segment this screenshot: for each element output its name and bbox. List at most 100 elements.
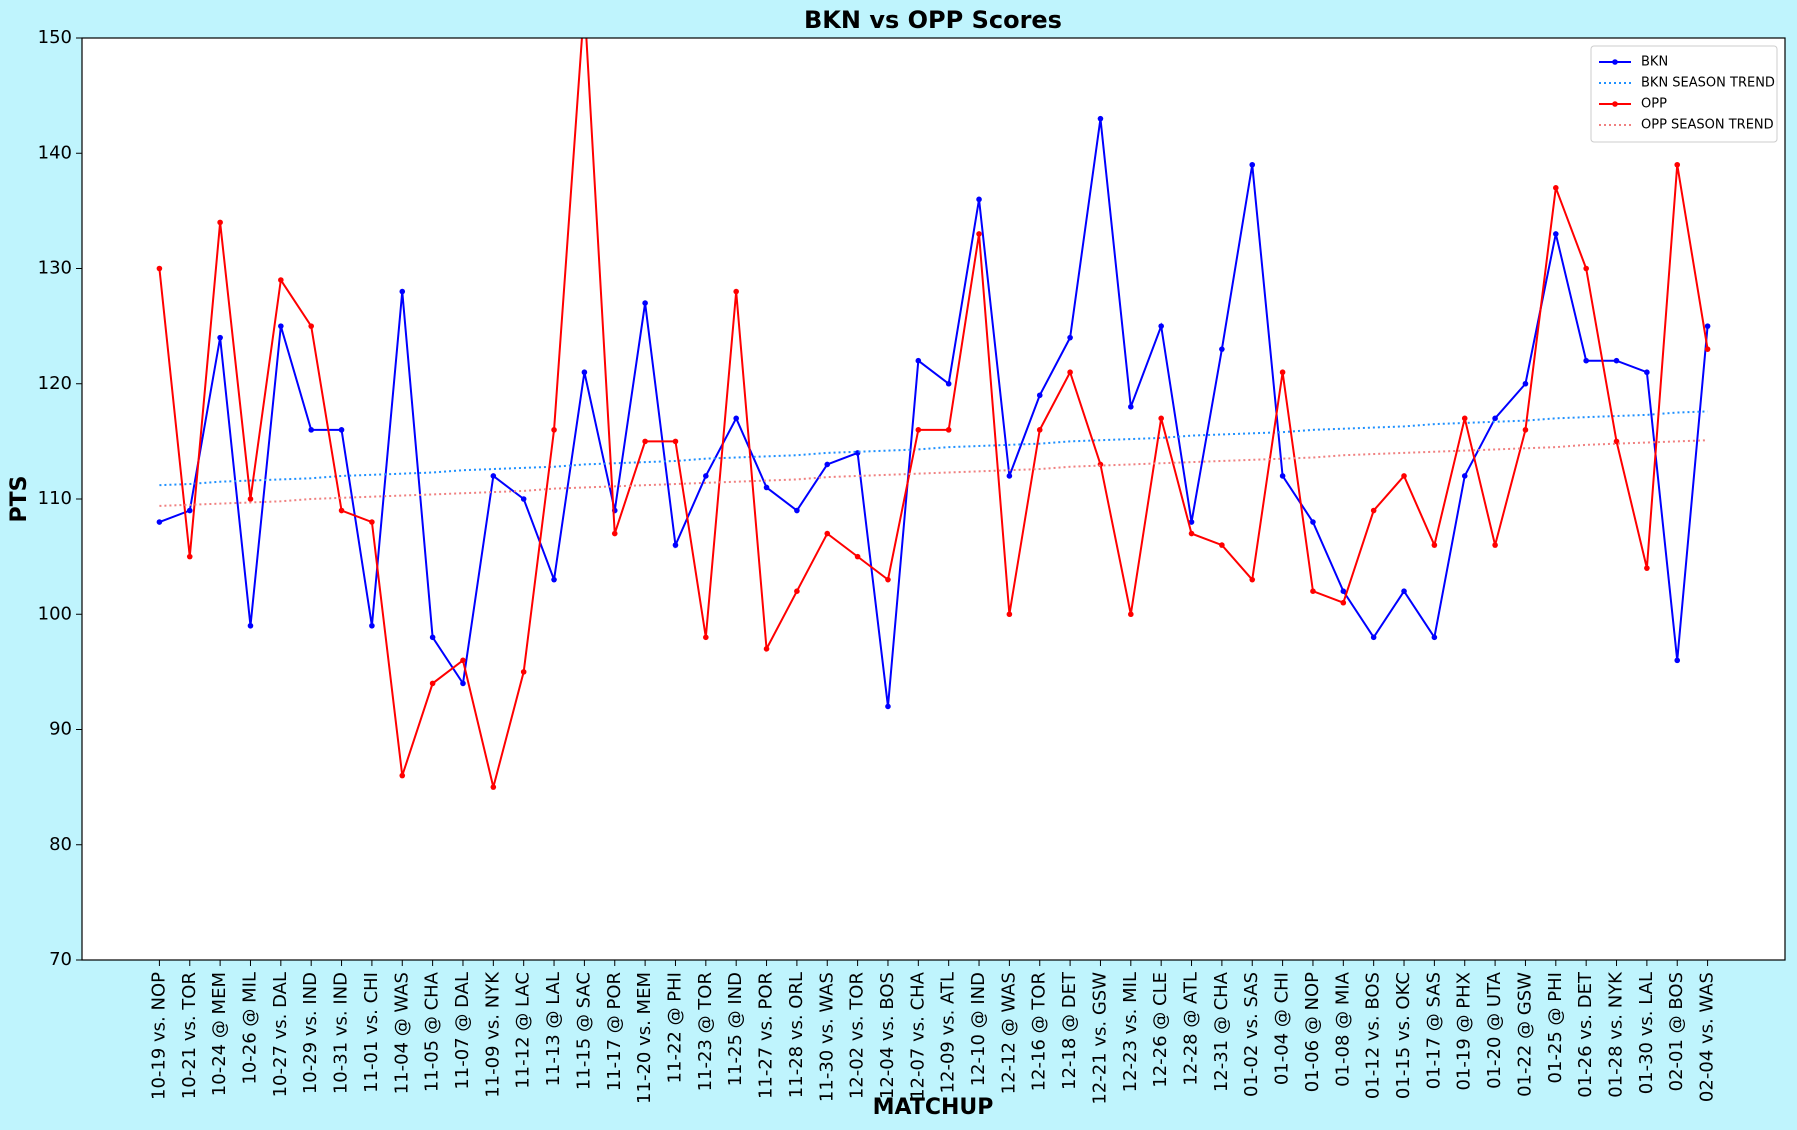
series-line	[158, 38, 1709, 788]
data-point	[1036, 392, 1043, 399]
data-point	[1644, 565, 1650, 571]
data-point	[915, 427, 922, 433]
y-tick-label: 120	[38, 373, 72, 394]
data-point	[1583, 357, 1589, 364]
legend-label: OPP SEASON TREND	[1641, 118, 1774, 133]
data-point	[1461, 415, 1468, 422]
data-point	[672, 542, 679, 548]
data-point	[308, 427, 314, 433]
x-tick-label: 11-09 vs. NYK	[482, 971, 503, 1098]
x-tick-label: 11-15 @ SAC	[573, 972, 594, 1090]
data-point	[1370, 507, 1377, 514]
x-tick-label: 11-17 @ POR	[604, 972, 625, 1091]
data-point	[1006, 611, 1013, 618]
data-point	[581, 369, 588, 376]
data-point	[1674, 657, 1681, 664]
data-point	[976, 196, 982, 203]
x-tick-label: 12-12 @ WAS	[998, 972, 1019, 1094]
data-point	[824, 530, 831, 537]
data-point	[1644, 369, 1650, 376]
x-tick-label: 11-30 vs. WAS	[816, 972, 837, 1102]
data-point	[794, 588, 800, 594]
legend-box	[1590, 45, 1778, 143]
data-point	[1370, 634, 1377, 641]
legend-marker	[1612, 101, 1618, 107]
data-point	[1188, 530, 1195, 537]
data-point	[156, 519, 163, 525]
data-point	[551, 427, 557, 433]
y-tick-label: 110	[38, 488, 72, 509]
data-point	[1249, 161, 1256, 168]
x-tick-label: 11-04 @ WAS	[391, 972, 412, 1094]
x-tick-label: 10-31 vs. IND	[331, 972, 352, 1094]
x-tick-label: 01-12 vs. BOS	[1363, 972, 1384, 1099]
data-point	[156, 265, 163, 272]
y-tick-label: 150	[38, 27, 72, 48]
x-tick-label: 10-24 @ MEM	[209, 972, 230, 1096]
x-tick-label: 11-28 vs. ORL	[786, 972, 807, 1098]
data-point	[1097, 115, 1104, 122]
data-point	[186, 553, 193, 560]
data-point	[278, 277, 284, 283]
x-tick-label: 01-25 @ PHI	[1545, 972, 1566, 1083]
data-point	[1553, 185, 1559, 191]
data-point	[186, 507, 193, 514]
x-tick-label: 10-26 @ MIL	[239, 972, 260, 1085]
legend-label: BKN	[1641, 55, 1668, 70]
data-point	[1431, 542, 1438, 548]
x-tick-label: 12-16 @ TOR	[1029, 972, 1050, 1091]
data-point	[217, 219, 223, 226]
x-tick-label: 10-19 vs. NOP	[148, 972, 169, 1100]
data-point	[1704, 346, 1711, 352]
data-point	[1128, 611, 1134, 618]
data-point	[1219, 542, 1225, 548]
data-point	[611, 530, 618, 537]
data-point	[763, 646, 770, 652]
x-tick-label: 11-13 @ LAL	[543, 972, 564, 1087]
x-tick-label: 11-22 @ PHI	[664, 972, 685, 1083]
data-point	[338, 427, 345, 433]
data-point	[1340, 599, 1347, 606]
data-point	[733, 288, 739, 295]
x-tick-label: 10-29 vs. IND	[300, 972, 321, 1094]
x-tick-label: 11-12 @ LAC	[513, 972, 534, 1089]
y-tick-label: 90	[49, 719, 72, 740]
data-point	[399, 288, 406, 295]
x-tick-label: 11-20 vs. MEM	[634, 972, 655, 1104]
data-point	[1310, 519, 1316, 525]
data-point	[1522, 380, 1529, 387]
x-tick-label: 10-21 vs. TOR	[179, 972, 200, 1099]
data-point	[1704, 323, 1711, 329]
data-point	[854, 553, 861, 560]
data-point	[1036, 427, 1043, 433]
data-point	[672, 438, 679, 445]
data-point	[551, 576, 557, 583]
x-axis-label: MATCHUP	[873, 1095, 994, 1120]
x-tick-label: 12-09 vs. ATL	[938, 972, 959, 1093]
data-point	[1401, 473, 1407, 479]
x-tick-label: 01-28 vs. NYK	[1606, 971, 1627, 1098]
series-line	[159, 410, 1708, 487]
data-point	[1674, 161, 1681, 168]
data-point	[1006, 473, 1013, 479]
x-tick-label: 11-01 vs. CHI	[361, 972, 382, 1093]
legend-label: OPP	[1641, 97, 1667, 112]
data-point	[1461, 473, 1468, 479]
x-tick-label: 01-26 vs. DET	[1575, 971, 1596, 1098]
x-tick-label: 01-30 vs. LAL	[1636, 972, 1657, 1094]
data-point	[460, 657, 466, 664]
data-point	[885, 576, 891, 583]
x-tick-label: 12-18 @ DET	[1059, 971, 1080, 1090]
data-point	[1188, 519, 1195, 525]
x-tick-label: 01-06 @ NOP	[1302, 972, 1323, 1092]
data-point	[278, 323, 284, 329]
data-point	[642, 300, 648, 306]
x-tick-label: 11-27 vs. POR	[756, 972, 777, 1099]
data-point	[642, 438, 648, 445]
data-point	[369, 519, 375, 525]
data-point	[490, 784, 497, 790]
data-point	[247, 622, 254, 629]
data-point	[794, 507, 800, 514]
x-tick-label: 12-31 @ CHA	[1211, 971, 1232, 1092]
